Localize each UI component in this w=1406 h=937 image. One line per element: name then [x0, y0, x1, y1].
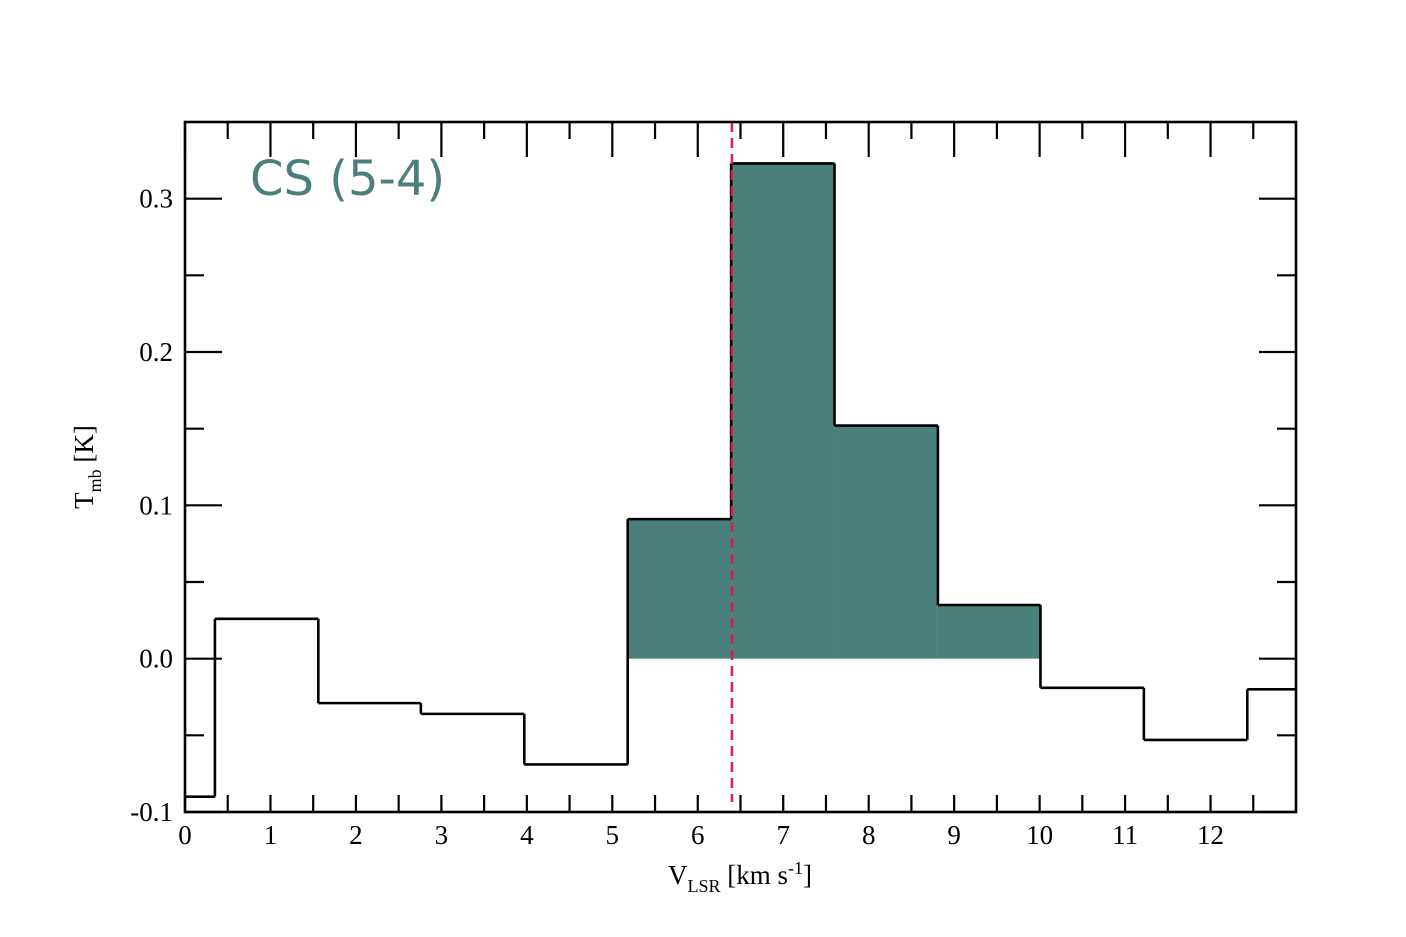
x-label-unit: [km s [721, 860, 789, 890]
x-label-main: V [668, 860, 688, 890]
y-tick-label: 0.0 [139, 644, 173, 674]
filled-bin [627, 519, 732, 659]
y-tick-label: 0.1 [139, 490, 173, 520]
x-tick-label: 10 [1026, 820, 1053, 850]
y-label-main: T [69, 492, 99, 509]
x-tick-label: 8 [862, 820, 876, 850]
y-tick-label: 0.3 [139, 184, 173, 214]
x-tick-label: 3 [435, 820, 449, 850]
filled-bin [731, 163, 835, 659]
y-tick-label: 0.2 [139, 337, 173, 367]
filled-bin [937, 605, 1041, 659]
x-label-sup: -1 [788, 858, 803, 878]
x-tick-label: 9 [947, 820, 961, 850]
y-label-sub: mb [85, 469, 105, 492]
x-tick-label: 4 [520, 820, 534, 850]
x-tick-label: 5 [606, 820, 620, 850]
y-label-unit: [K] [69, 425, 99, 469]
x-tick-label: 6 [691, 820, 705, 850]
x-tick-label: 1 [264, 820, 278, 850]
y-axis-label: Tmb [K] [69, 425, 105, 509]
x-tick-label: 7 [776, 820, 790, 850]
x-label-end: ] [803, 860, 812, 890]
annotation: CS (5-4) [250, 151, 445, 207]
y-tick-label: -0.1 [130, 797, 173, 827]
x-axis-label: VLSR [km s-1] [668, 858, 812, 896]
x-tick-label: 2 [349, 820, 363, 850]
filled-bin [834, 425, 938, 659]
x-tick-label: 12 [1197, 820, 1224, 850]
x-label-sub: LSR [687, 876, 720, 896]
x-tick-label: 11 [1112, 820, 1138, 850]
x-tick-label: 0 [178, 820, 192, 850]
